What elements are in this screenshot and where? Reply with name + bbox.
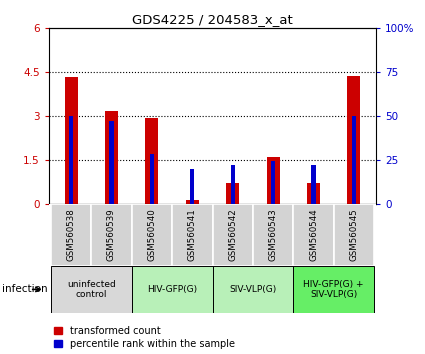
Bar [253,204,293,266]
Text: GSM560540: GSM560540 [147,208,156,261]
Bar [172,204,212,266]
Bar [312,165,315,204]
Text: GSM560541: GSM560541 [188,208,197,261]
Bar [145,118,159,204]
Bar [110,121,113,204]
Bar [293,204,334,266]
Bar [334,204,374,266]
Bar [190,169,194,204]
Bar [212,204,253,266]
Bar [307,183,320,204]
Bar [51,204,91,266]
Text: HIV-GFP(G) +
SIV-VLP(G): HIV-GFP(G) + SIV-VLP(G) [303,280,364,299]
Bar [212,266,293,313]
Bar [271,161,275,204]
Text: GSM560543: GSM560543 [269,208,278,261]
Bar [69,116,73,204]
Bar [231,165,235,204]
Bar [293,266,374,313]
Bar [266,157,280,204]
Text: infection: infection [2,284,48,295]
Bar [352,116,356,204]
Bar [91,204,132,266]
Bar [65,77,77,204]
Bar [186,200,199,204]
Title: GDS4225 / 204583_x_at: GDS4225 / 204583_x_at [132,13,293,26]
Text: GSM560545: GSM560545 [349,208,358,261]
Bar [51,266,132,313]
Text: SIV-VLP(G): SIV-VLP(G) [229,285,277,294]
Text: GSM560544: GSM560544 [309,208,318,261]
Text: uninfected
control: uninfected control [67,280,116,299]
Text: GSM560542: GSM560542 [228,208,237,261]
Bar [132,266,212,313]
Bar [150,154,154,204]
Legend: transformed count, percentile rank within the sample: transformed count, percentile rank withi… [54,326,235,349]
Bar [348,76,360,204]
Text: GSM560538: GSM560538 [67,208,76,261]
Bar [105,111,118,204]
Text: HIV-GFP(G): HIV-GFP(G) [147,285,197,294]
Bar [226,183,239,204]
Bar [132,204,172,266]
Text: GSM560539: GSM560539 [107,208,116,261]
